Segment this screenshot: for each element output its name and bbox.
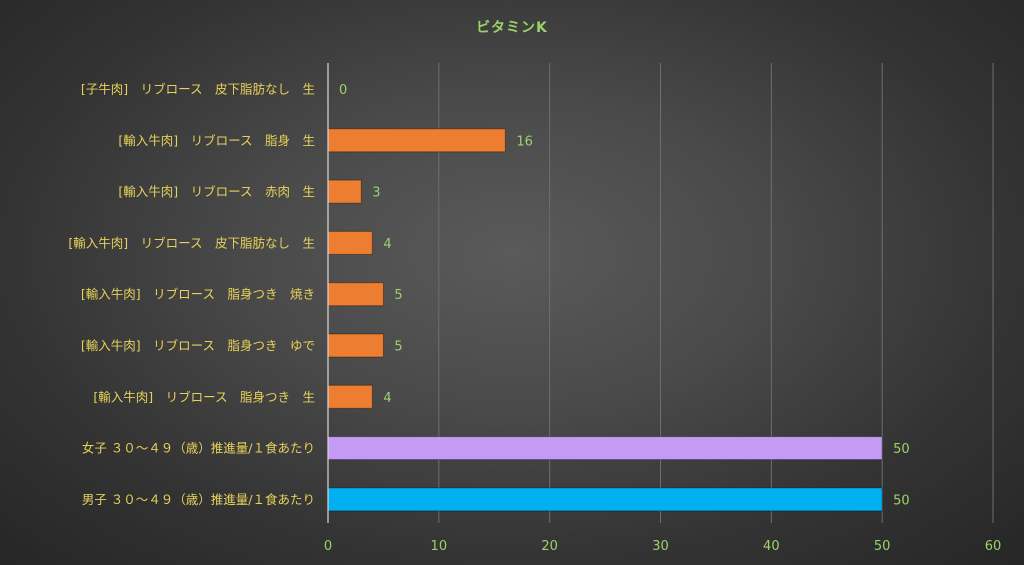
bar <box>327 179 362 204</box>
category-label: [輸入牛肉] リブロース 脂身つき 焼き <box>81 287 315 302</box>
category-label: [輸入牛肉] リブロース 皮下脂肪なし 生 <box>68 235 315 250</box>
data-label: 4 <box>383 391 391 406</box>
bar <box>327 128 506 153</box>
category-label: [子牛肉] リブロース 皮下脂肪なし 生 <box>81 82 315 97</box>
x-tick-label: 60 <box>985 539 1002 554</box>
category-label: [輸入牛肉] リブロース 脂身つき ゆで <box>81 338 315 353</box>
bar <box>327 487 883 512</box>
data-label: 16 <box>516 134 533 149</box>
bar <box>327 230 373 255</box>
bar <box>327 384 373 409</box>
data-label: 3 <box>372 186 380 201</box>
x-tick-label: 0 <box>324 539 332 554</box>
category-label: [輸入牛肉] リブロース 赤肉 生 <box>118 184 315 199</box>
x-tick-label: 30 <box>652 539 669 554</box>
category-label: [輸入牛肉] リブロース 脂身 生 <box>118 133 315 148</box>
category-label: [輸入牛肉] リブロース 脂身つき 生 <box>93 389 315 404</box>
data-label: 50 <box>893 442 910 457</box>
bar <box>327 436 883 461</box>
data-label: 5 <box>394 288 402 303</box>
data-label: 50 <box>893 493 910 508</box>
bar <box>327 333 384 358</box>
x-tick-label: 40 <box>763 539 780 554</box>
x-tick-label: 10 <box>431 539 448 554</box>
bar <box>327 282 384 307</box>
data-label: 0 <box>339 83 347 98</box>
category-label: 女子 ３０～４９（歳）推進量/１食あたり <box>82 441 315 456</box>
x-tick-label: 20 <box>541 539 558 554</box>
data-label: 5 <box>394 340 402 355</box>
x-tick-label: 50 <box>874 539 891 554</box>
category-label: 男子 ３０～４９（歳）推進量/１食あたり <box>82 492 315 507</box>
data-label: 4 <box>383 237 391 252</box>
chart-title: ビタミンK <box>476 20 548 36</box>
